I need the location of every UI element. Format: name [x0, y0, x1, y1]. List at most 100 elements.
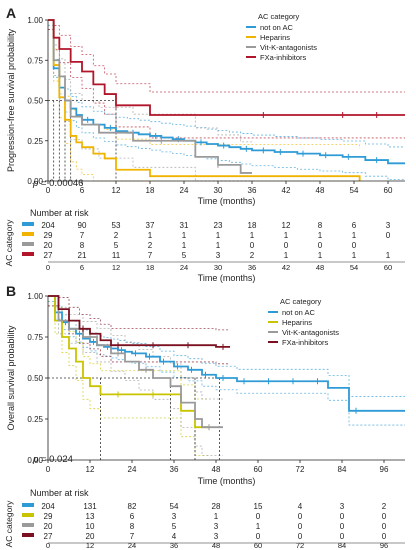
- y-tick-label: 0.25: [27, 137, 43, 146]
- risk-count: 5: [114, 241, 119, 250]
- risk-count: 8: [318, 221, 323, 230]
- risk-table-tick-label: 48: [212, 541, 220, 550]
- risk-count: 6: [130, 512, 135, 521]
- risk-count: 1: [216, 241, 221, 250]
- x-tick-label: 84: [338, 465, 347, 474]
- risk-table-tick-label: 54: [350, 263, 358, 272]
- risk-count: 53: [112, 221, 121, 230]
- risk-count: 0: [284, 241, 289, 250]
- risk-count: 7: [80, 231, 85, 240]
- x-tick-label: 48: [316, 186, 325, 195]
- risk-count: 11: [112, 251, 121, 260]
- risk-count: 21: [78, 251, 87, 260]
- y-tick-label: 0.25: [27, 415, 43, 424]
- risk-count: 0: [352, 241, 357, 250]
- risk-table-tick-label: 24: [180, 263, 188, 272]
- chart-panel-a: A0.000.250.500.751.000 6 12 18 24 30 36 42 48 54 6…: [4, 5, 405, 283]
- risk-count: 1: [250, 231, 255, 240]
- legend-entry: not on AC: [282, 308, 316, 317]
- risk-row-swatch: [22, 222, 34, 226]
- risk-table-title: Number at risk: [30, 208, 89, 218]
- risk-count: 1: [386, 251, 391, 260]
- risk-count: 20: [44, 522, 53, 531]
- x-tick-label: 12: [112, 186, 121, 195]
- legend-entry: Vit-K-antagonists: [282, 328, 339, 337]
- y-tick-label: 1.00: [27, 16, 43, 25]
- risk-table-tick-label: 36: [170, 541, 178, 550]
- risk-count: 1: [284, 251, 289, 260]
- legend-entry: Heparins: [260, 33, 290, 42]
- legend-entry: FXa-inhibitors: [282, 338, 329, 347]
- risk-count: 1: [352, 251, 357, 260]
- risk-count: 3: [172, 512, 177, 521]
- risk-count: 3: [216, 251, 221, 260]
- risk-count: 20: [44, 241, 53, 250]
- ci-band-fxa-inhibitors: [48, 19, 405, 93]
- risk-count: 90: [78, 221, 87, 230]
- ci-band-not-on-ac: [48, 295, 405, 397]
- chart-panel-b: B0.000.250.500.751.000 12 24 36 48 60 72 84 96Ti…: [4, 283, 405, 550]
- km-curve-fxa-inhibitors: [48, 19, 405, 116]
- x-tick-label: 36: [170, 465, 179, 474]
- risk-count: 12: [282, 221, 291, 230]
- risk-count: 2: [382, 502, 387, 511]
- x-tick-label: 0: [46, 186, 51, 195]
- x-tick-label: 24: [180, 186, 189, 195]
- risk-count: 28: [212, 502, 221, 511]
- x-tick-label: 12: [86, 465, 95, 474]
- risk-count: 27: [44, 251, 53, 260]
- risk-count: 4: [298, 502, 303, 511]
- legend-title: AC category: [258, 12, 300, 21]
- legend-title: AC category: [280, 297, 322, 306]
- x-tick-label: 72: [296, 465, 305, 474]
- panel-label: A: [6, 5, 16, 21]
- y-axis-title: Progression-free survival probability: [6, 28, 16, 172]
- y-tick-label: 0.75: [27, 56, 43, 65]
- risk-count: 1: [284, 231, 289, 240]
- risk-count: 3: [214, 532, 219, 541]
- risk-count: 29: [44, 231, 53, 240]
- risk-count: 1: [182, 231, 187, 240]
- x-tick-label: 30: [214, 186, 223, 195]
- risk-table-tick-label: 0: [46, 263, 50, 272]
- risk-table-tick-label: 36: [248, 263, 256, 272]
- risk-count: 4: [172, 532, 177, 541]
- risk-count: 0: [298, 512, 303, 521]
- risk-count: 2: [250, 251, 255, 260]
- risk-count: 5: [182, 251, 187, 260]
- risk-count: 0: [382, 512, 387, 521]
- risk-count: 0: [256, 532, 261, 541]
- risk-table-tick-label: 48: [316, 263, 324, 272]
- risk-count: 29: [44, 512, 53, 521]
- ci-band-vit-k-antagonists: [48, 305, 223, 456]
- risk-row-swatch: [22, 523, 34, 527]
- x-tick-label: 54: [350, 186, 359, 195]
- km-curve-fxa-inhibitors: [48, 295, 230, 348]
- x-tick-label: 48: [212, 465, 221, 474]
- risk-count: 3: [386, 221, 391, 230]
- risk-table-xlabel: Time (months): [198, 273, 256, 283]
- risk-count: 0: [318, 241, 323, 250]
- risk-count: 0: [386, 231, 391, 240]
- x-axis-title: Time (months): [198, 196, 256, 206]
- risk-table-tick-label: 24: [128, 541, 136, 550]
- risk-count: 1: [214, 512, 219, 521]
- km-curve-heparins: [48, 19, 361, 181]
- risk-count: 3: [340, 502, 345, 511]
- risk-count: 0: [298, 532, 303, 541]
- ci-band-fxa-inhibitors: [48, 295, 230, 331]
- ci-band-vit-k-antagonists: [48, 295, 223, 400]
- risk-count: 0: [250, 241, 255, 250]
- risk-table-tick-label: 12: [86, 541, 94, 550]
- y-tick-label: 1.00: [27, 292, 43, 301]
- risk-count: 82: [128, 502, 137, 511]
- risk-count: 0: [382, 522, 387, 531]
- risk-count: 0: [298, 522, 303, 531]
- y-tick-label: 0.75: [27, 333, 43, 342]
- ci-band-not-on-ac: [48, 19, 405, 148]
- risk-table-ylabel: AC category: [4, 500, 14, 548]
- risk-count: 131: [83, 502, 97, 511]
- p-value-label: p = 0.024: [32, 454, 73, 465]
